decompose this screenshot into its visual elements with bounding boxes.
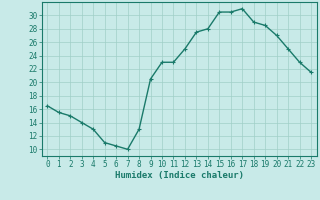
X-axis label: Humidex (Indice chaleur): Humidex (Indice chaleur) [115, 171, 244, 180]
